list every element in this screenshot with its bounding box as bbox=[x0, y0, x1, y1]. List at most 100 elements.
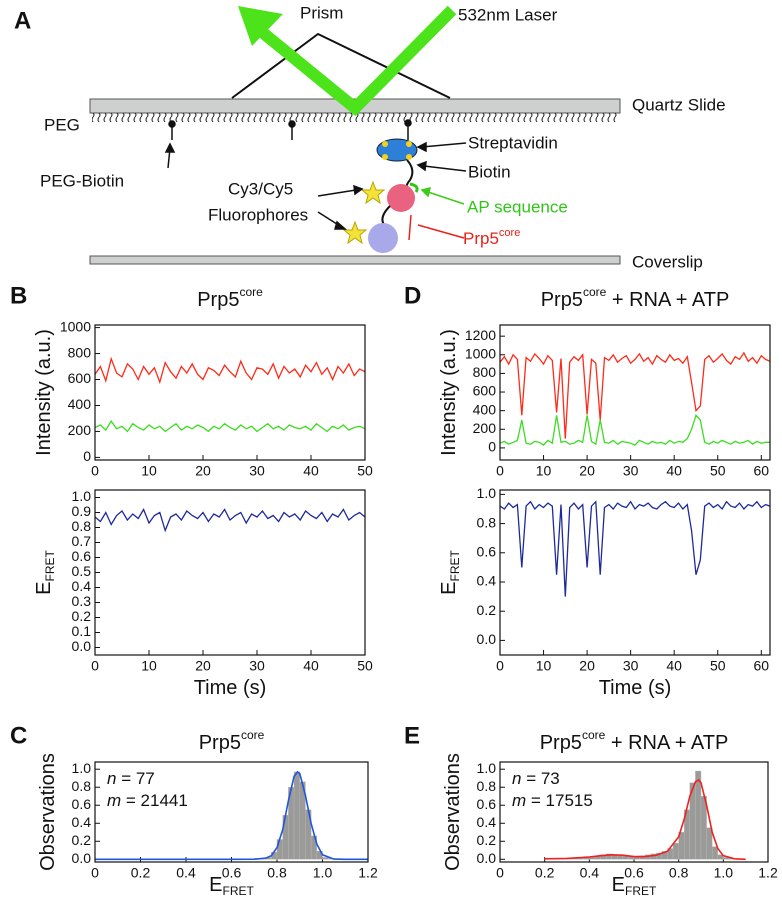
x-tick-label: 0 bbox=[496, 463, 504, 479]
text-part: + RNA + ATP bbox=[605, 732, 728, 754]
y-tick-label: 0.8 bbox=[477, 514, 497, 530]
text-part: Time (s) bbox=[599, 677, 672, 699]
prism-label: Prism bbox=[300, 3, 343, 22]
y-tick-label: 0.6 bbox=[72, 548, 92, 564]
subscript: FRET bbox=[625, 884, 657, 898]
y-tick-label: 1.0 bbox=[477, 760, 497, 776]
y-tick-label: 0.7 bbox=[72, 533, 92, 549]
y-tick-label: 0.0 bbox=[72, 850, 92, 866]
ap-arrow bbox=[420, 186, 465, 205]
fit-curve bbox=[95, 770, 368, 861]
histogram-bar bbox=[322, 857, 329, 860]
trace bbox=[499, 414, 770, 446]
laser-label: 532nm Laser bbox=[458, 5, 558, 24]
y-tick-label: 400 bbox=[473, 401, 497, 417]
y-tick-label: 0.6 bbox=[477, 796, 497, 812]
y-tick-label: 0.4 bbox=[477, 573, 497, 589]
y-tick-label: 1200 bbox=[465, 327, 496, 343]
histogram-bar bbox=[711, 846, 718, 860]
x-tick-label: 50 bbox=[710, 463, 726, 479]
x-tick-label: 20 bbox=[579, 463, 595, 479]
text-part: Observations bbox=[442, 753, 464, 871]
x-tick-label: 0 bbox=[496, 865, 504, 881]
ap-label: AP sequence bbox=[467, 197, 568, 216]
x-tick-label: 0.4 bbox=[176, 865, 196, 881]
histogram-bar bbox=[617, 855, 624, 860]
x-tick-label: 10 bbox=[141, 463, 157, 479]
biotin-label: Biotin bbox=[468, 162, 511, 181]
text-part: Intensity (a.u.) bbox=[438, 329, 460, 456]
y-tick-label: 800 bbox=[68, 344, 92, 360]
annotation-value: 73 bbox=[541, 769, 560, 788]
superscript: core bbox=[583, 285, 607, 299]
x-tick-label: 1.2 bbox=[758, 865, 778, 881]
prp5-label: Prp5core bbox=[463, 227, 520, 249]
fluorophore-label: Fluorophores bbox=[208, 205, 308, 224]
laser-arrowhead bbox=[238, 6, 283, 46]
prism bbox=[231, 32, 451, 99]
biotin-anchors bbox=[164, 119, 412, 169]
annotation-symbol: m bbox=[107, 791, 121, 810]
streptavidin-label: Streptavidin bbox=[468, 133, 558, 152]
histogram-bar bbox=[700, 796, 707, 860]
x-tick-label: 30 bbox=[623, 658, 639, 674]
plot-frame bbox=[94, 761, 369, 863]
superscript: core bbox=[241, 728, 265, 742]
superscript: core bbox=[582, 728, 606, 742]
x-tick-label: 10 bbox=[536, 463, 552, 479]
annotation: n = 73 bbox=[512, 769, 560, 788]
panel-label: B bbox=[10, 282, 27, 309]
y-axis-label: Observations bbox=[442, 753, 464, 871]
trace bbox=[94, 419, 366, 433]
x-tick-label: 0.8 bbox=[267, 865, 287, 881]
y-tick-label: 600 bbox=[473, 383, 497, 399]
x-tick-label: 20 bbox=[195, 658, 211, 674]
y-tick-label: 0.0 bbox=[477, 850, 497, 866]
trace bbox=[94, 508, 366, 533]
y-tick-label: 0.0 bbox=[477, 631, 497, 647]
annotation-sep: = bbox=[116, 769, 135, 788]
x-tick-label: 40 bbox=[303, 658, 319, 674]
x-tick-label: 10 bbox=[141, 658, 157, 674]
chart-title: Prp5core + RNA + ATP bbox=[541, 285, 730, 311]
annotation: m = 17515 bbox=[512, 791, 593, 810]
x-tick-label: 20 bbox=[195, 463, 211, 479]
x-tick-label: 30 bbox=[249, 463, 265, 479]
trace bbox=[499, 351, 771, 439]
y-tick-label: 0.3 bbox=[72, 593, 92, 609]
subscript: FRET bbox=[223, 884, 255, 898]
x-tick-label: 60 bbox=[754, 658, 770, 674]
y-tick-label: 1.0 bbox=[477, 485, 497, 501]
x-axis-label: Time (s) bbox=[599, 677, 672, 699]
annotation-symbol: n bbox=[512, 769, 521, 788]
fluorophore bbox=[360, 180, 386, 205]
histogram-bar bbox=[672, 842, 679, 860]
y-axis-label: Observations bbox=[37, 753, 59, 871]
chart-title: Prp5core bbox=[197, 285, 263, 311]
fluorophore-label: Cy3/Cy5 bbox=[228, 179, 293, 198]
x-tick-label: 40 bbox=[303, 463, 319, 479]
text-part: Prp5 bbox=[197, 289, 239, 311]
panel-label: C bbox=[10, 722, 27, 749]
x-tick-label: 0.8 bbox=[669, 865, 689, 881]
y-tick-label: 0.9 bbox=[72, 503, 92, 519]
x-tick-label: 1.0 bbox=[714, 865, 734, 881]
y-tick-label: 0.8 bbox=[72, 518, 92, 534]
y-tick-label: 0.4 bbox=[477, 814, 497, 830]
y-tick-label: 1000 bbox=[60, 318, 91, 334]
x-tick-label: 30 bbox=[623, 463, 639, 479]
annotation-symbol: n bbox=[107, 769, 116, 788]
protein-domain bbox=[368, 223, 398, 253]
x-tick-label: 0.4 bbox=[580, 865, 600, 881]
plot-frame bbox=[94, 324, 366, 461]
x-tick-label: 0 bbox=[91, 865, 99, 881]
annotation-value: 77 bbox=[136, 769, 155, 788]
text-part: E bbox=[209, 874, 222, 896]
label-superscript: core bbox=[499, 227, 520, 239]
text-part: Prp5 bbox=[540, 732, 582, 754]
annotation-value: 21441 bbox=[141, 791, 188, 810]
y-tick-label: 200 bbox=[68, 422, 92, 438]
histogram-bar bbox=[695, 770, 702, 860]
y-tick-label: 0.6 bbox=[477, 543, 497, 559]
plot-frame bbox=[499, 489, 771, 656]
